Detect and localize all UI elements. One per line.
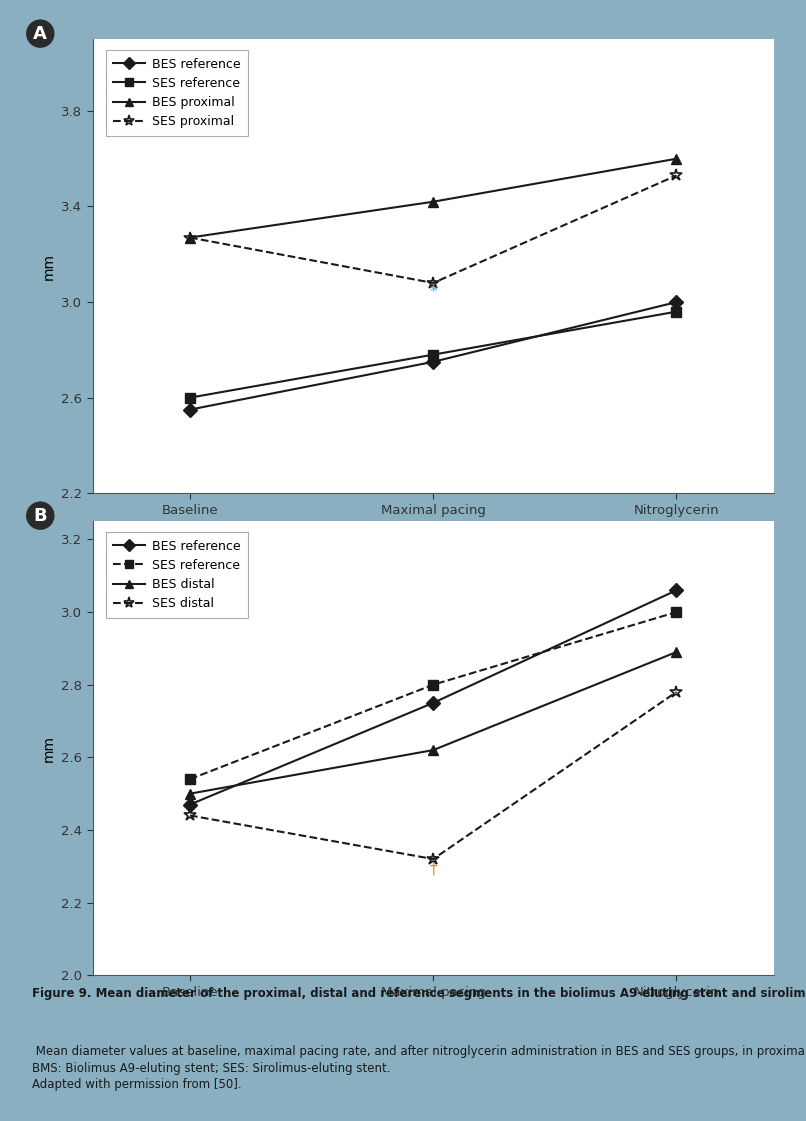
Text: *: * [430,285,437,299]
Text: B: B [34,507,47,525]
Y-axis label: mm: mm [42,734,56,762]
Text: Figure 9. Mean diameter of the proximal, distal and reference segments in the bi: Figure 9. Mean diameter of the proximal,… [31,988,806,1000]
Text: A: A [33,25,48,43]
Legend: BES reference, SES reference, BES distal, SES distal: BES reference, SES reference, BES distal… [106,532,248,618]
Text: †: † [430,862,437,878]
Y-axis label: mm: mm [42,252,56,280]
Legend: BES reference, SES reference, BES proximal, SES proximal: BES reference, SES reference, BES proxim… [106,50,248,136]
Text: Mean diameter values at baseline, maximal pacing rate, and after nitroglycerin a: Mean diameter values at baseline, maxima… [31,1045,806,1091]
